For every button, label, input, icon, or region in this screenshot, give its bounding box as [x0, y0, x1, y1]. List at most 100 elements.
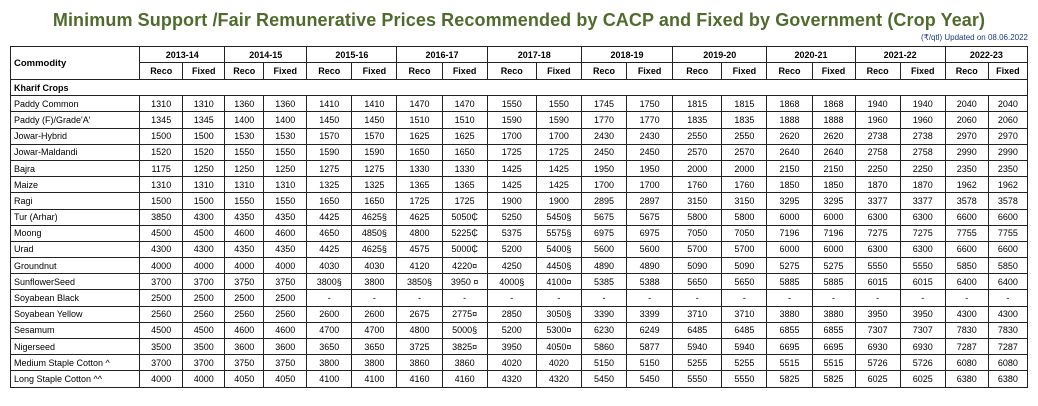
fixed-header: Fixed — [626, 62, 674, 80]
reco-value: 1650 — [396, 143, 443, 161]
table-row: Sesamum 4500 4500 4600 4600 4700 4700 4800 5000§… — [9, 321, 1029, 340]
fixed-value: 4020 — [535, 354, 582, 372]
reco-value: 1850 — [766, 176, 813, 194]
reco-value: - — [306, 289, 353, 307]
fixed-value: 5575§ — [535, 224, 582, 242]
fixed-value: 6975 — [626, 224, 674, 242]
commodity-name: Paddy (F)/Grade'A' — [9, 111, 141, 129]
fixed-value: 2570 — [721, 143, 768, 161]
reco-value: 4250 — [486, 257, 537, 275]
fixed-header: Fixed — [535, 62, 582, 80]
commodity-name: SunflowerSeed — [9, 273, 141, 291]
fixed-value: 7830 — [987, 321, 1029, 340]
reco-value: 4500 — [139, 224, 184, 242]
reco-value: 1760 — [672, 176, 723, 194]
reco-value: 1510 — [396, 111, 443, 129]
reco-value: 3710 — [672, 305, 723, 323]
fixed-value: 6380 — [987, 370, 1029, 388]
reco-value: 4500 — [139, 321, 184, 340]
table-row: Groundnut 4000 4000 4000 4000 4030 4030 4120 422… — [9, 257, 1029, 275]
fixed-value: 6000 — [811, 240, 856, 259]
fixed-value: 1310 — [182, 95, 226, 113]
fixed-value: 2738 — [899, 127, 946, 145]
reco-value: 6695 — [766, 337, 813, 356]
fixed-value: 2775¤ — [441, 305, 488, 323]
reco-value: 7755 — [944, 224, 989, 242]
fixed-value: 5515 — [811, 354, 856, 372]
fixed-value: 5825 — [811, 370, 856, 388]
reco-value: 6015 — [854, 273, 901, 291]
reco-value: 1745 — [580, 95, 628, 113]
fixed-value: 6485 — [721, 321, 768, 340]
reco-value: 5885 — [766, 273, 813, 291]
fixed-header: Fixed — [721, 62, 768, 80]
fixed-value: 2560 — [182, 305, 226, 323]
fixed-value: 5550 — [721, 370, 768, 388]
fixed-value: 6400 — [987, 273, 1029, 291]
fixed-value: 1590 — [535, 111, 582, 129]
reco-value: 7307 — [854, 321, 901, 340]
fixed-value: 5800 — [721, 208, 768, 226]
fixed-value: 2500 — [182, 289, 226, 307]
reco-value: 3950 — [854, 305, 901, 323]
fixed-value: 1960 — [899, 111, 946, 129]
fixed-value: 2550 — [721, 127, 768, 145]
fixed-value: 1650 — [351, 192, 398, 210]
year-header: 2014-15 — [224, 46, 308, 63]
fixed-value: 1400 — [263, 111, 308, 129]
reco-value: 6025 — [854, 370, 901, 388]
reco-value: 4300 — [944, 305, 989, 323]
reco-value: 1725 — [396, 192, 443, 210]
fixed-value: 4700 — [351, 321, 398, 340]
reco-value: 4575 — [396, 240, 443, 259]
fixed-value: 2150 — [811, 159, 856, 178]
fixed-value: 2000 — [721, 159, 768, 178]
fixed-value: 1888 — [811, 111, 856, 129]
fixed-value: 1345 — [182, 111, 226, 129]
year-header: 2015-16 — [306, 46, 398, 63]
table-row: Long Staple Cotton ^^ 4000 4000 4050 4050 410… — [9, 370, 1029, 388]
fixed-value: 5675 — [626, 208, 674, 226]
fixed-value: 1520 — [182, 143, 226, 161]
reco-value: 6600 — [944, 240, 989, 259]
page-title: Minimum Support /Fair Remunerative Price… — [52, 10, 986, 30]
fixed-value: 1425 — [535, 176, 582, 194]
reco-value: 4000§ — [486, 273, 537, 291]
reco-value: 3750 — [224, 273, 265, 291]
fixed-value: 1310 — [263, 176, 308, 194]
reco-value: 6930 — [854, 337, 901, 356]
fixed-value: 4625§ — [351, 240, 398, 259]
reco-value: 5150 — [580, 354, 628, 372]
year-header: 2017-18 — [486, 46, 582, 63]
reco-value: 1550 — [224, 143, 265, 161]
reco-value: 3700 — [139, 354, 184, 372]
fixed-value: 1625 — [441, 127, 488, 145]
commodity-name: Bajra — [9, 159, 141, 178]
reco-value: 1950 — [580, 159, 628, 178]
fixed-value: 1360 — [263, 95, 308, 113]
fixed-value: 5650 — [721, 273, 768, 291]
reco-value: 2758 — [854, 143, 901, 161]
commodity-name: Soyabean Black — [9, 289, 141, 307]
fixed-value: 1510 — [441, 111, 488, 129]
commodity-name: Nigerseed — [9, 337, 141, 356]
reco-value: 5375 — [486, 224, 537, 242]
commodity-name: Moong — [9, 224, 141, 242]
commodity-name: Tur (Arhar) — [9, 208, 141, 226]
fixed-value: 4100¤ — [535, 273, 582, 291]
fixed-value: 1815 — [721, 95, 768, 113]
fixed-value: 3950 — [899, 305, 946, 323]
fixed-value: 1530 — [263, 127, 308, 145]
fixed-value: 2600 — [351, 305, 398, 323]
reco-value: 4890 — [580, 257, 628, 275]
reco-value: 5700 — [672, 240, 723, 259]
table-row: Jowar-Hybrid 1500 1500 1530 1530 1570 1570 1625… — [9, 127, 1029, 145]
reco-value: 3860 — [396, 354, 443, 372]
fixed-value: 4350 — [263, 240, 308, 259]
fixed-value: - — [535, 289, 582, 307]
reco-value: 3850§ — [396, 273, 443, 291]
fixed-value: 1940 — [899, 95, 946, 113]
fixed-value: 1470 — [441, 95, 488, 113]
reco-value: 4020 — [486, 354, 537, 372]
fixed-value: 5388 — [626, 273, 674, 291]
